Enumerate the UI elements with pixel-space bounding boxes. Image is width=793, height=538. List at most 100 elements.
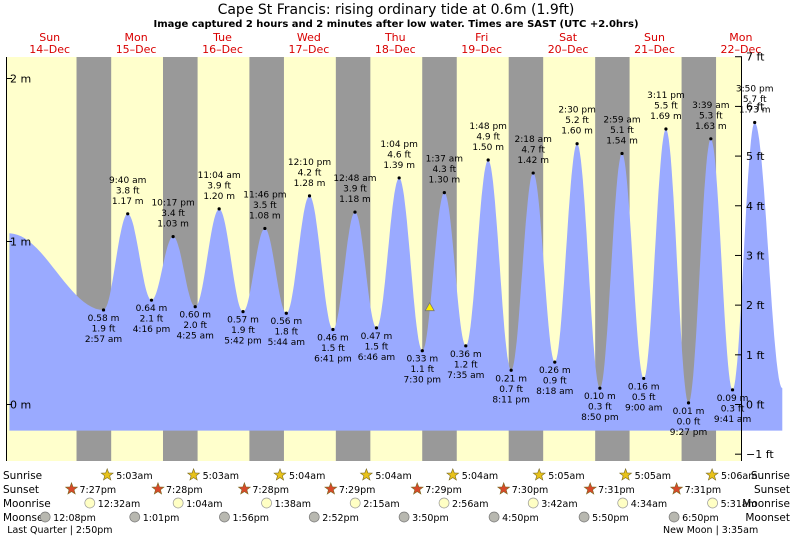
moonset-time: 1:56pm: [232, 513, 269, 524]
moonrise-icon: [261, 497, 272, 509]
high-tide-label: 12:10 pm: [288, 158, 331, 168]
sunrise-icon: [359, 467, 374, 481]
low-tide-label: 1.8 ft: [274, 328, 298, 338]
low-tide-label: 6:41 pm: [314, 355, 352, 365]
low-tide-label: 2.1 ft: [140, 315, 164, 325]
low-tide-label: 1.9 ft: [231, 326, 255, 336]
low-tide-label: 2.0 ft: [183, 321, 207, 331]
low-tide-label: 0.56 m: [270, 317, 302, 327]
high-tide-label: 4.2 ft: [298, 168, 322, 178]
tide-point: [575, 142, 579, 146]
day-name-label: Sat: [559, 31, 578, 44]
moonrise-icon: [349, 497, 361, 509]
sunrise-time: 5:04am: [289, 471, 325, 482]
day-date-label: 22–Dec: [721, 43, 762, 56]
moonset-time: 1:01pm: [143, 513, 180, 524]
low-tide-label: 0.0 ft: [677, 417, 701, 427]
sunrise-time: 5:05am: [635, 471, 671, 482]
day-name-label: Mon: [124, 31, 147, 44]
low-tide-label: 0.3 ft: [721, 404, 745, 414]
tide-labels: 0.58 m1.9 ft2:57 am9:40 am3.8 ft1.17 m0.…: [85, 85, 774, 438]
moonrise-icon: [172, 497, 184, 509]
low-tide-label: 0.57 m: [227, 316, 259, 326]
moonset-icon: [578, 511, 590, 523]
high-tide-label: 3.5 ft: [253, 201, 277, 211]
axes: 0 m 1 m 2 m −1 ft 0 ft 1 ft 2 ft 3 ft 4 ft 5 ft 6 …: [6, 51, 774, 461]
moon-phase-label: New Moon | 3:35am: [663, 525, 758, 536]
low-tide-label: 0.33 m: [406, 355, 438, 365]
sunset-time: 7:27pm: [80, 485, 117, 496]
low-tide-label: 9:41 am: [714, 415, 751, 425]
high-tide-label: 5.1 ft: [610, 126, 634, 136]
moonrise-icon: [617, 497, 629, 509]
high-tide-label: 3:50 pm: [736, 85, 774, 95]
day-name-label: Wed: [297, 31, 321, 44]
low-tide-label: 0.09 m: [717, 394, 749, 404]
high-tide-label: 1.17 m: [112, 197, 144, 207]
left-tick-label: 1 m: [10, 236, 31, 249]
tide-point: [709, 137, 713, 141]
high-tide-label: 1.20 m: [203, 192, 235, 202]
moonset-time: 2:52pm: [322, 513, 359, 524]
high-tide-label: 1:48 pm: [469, 122, 507, 132]
tide-point: [374, 326, 379, 330]
sunset-icon: [324, 481, 338, 495]
moonset-icon: [39, 511, 51, 523]
tide-point: [464, 344, 468, 348]
tide-point: [753, 120, 757, 125]
sunrise-icon: [705, 467, 719, 481]
moonrise-time: 1:38am: [275, 499, 311, 510]
high-tide-label: 11:46 pm: [243, 190, 286, 200]
moon-phase-label: Last Quarter | 2:50pm: [7, 525, 112, 536]
high-tide-label: 1.60 m: [561, 127, 593, 137]
tide-point: [193, 305, 197, 309]
moonrise-time: 2:56am: [452, 499, 488, 510]
high-tide-label: 5.2 ft: [565, 116, 589, 126]
day-name-label: Thu: [384, 31, 406, 44]
day-name-label: Sun: [39, 31, 60, 44]
tide-point: [284, 311, 288, 315]
low-tide-label: 5:42 pm: [224, 337, 262, 347]
day-date-label: 14–Dec: [29, 43, 70, 56]
day-date-label: 17–Dec: [289, 43, 330, 56]
row-label-right: Sunset: [754, 484, 790, 496]
low-tide-label: 0.60 m: [179, 311, 211, 321]
sunset-time: 7:29pm: [425, 485, 462, 496]
low-tide-label: 0.3 ft: [588, 403, 612, 413]
high-tide-label: 1.42 m: [517, 156, 549, 166]
left-tick-label: 2 m: [10, 73, 31, 86]
tide-point: [531, 171, 535, 175]
low-tide-label: 0.64 m: [136, 304, 168, 314]
moonset-icon: [398, 511, 410, 523]
day-name-label: Tue: [212, 31, 232, 44]
sunrise-icon: [100, 467, 114, 481]
low-tide-label: 0.58 m: [88, 314, 120, 324]
moonrise-time: 12:32am: [98, 499, 140, 510]
sunset-icon: [410, 481, 424, 495]
low-tide-label: 0.9 ft: [543, 377, 567, 387]
sunset-icon: [151, 481, 165, 495]
day-name-label: Sun: [644, 31, 665, 44]
high-tide-label: 1:37 am: [426, 155, 463, 165]
tide-point: [686, 401, 691, 405]
moonrise-icon: [438, 497, 450, 509]
sunset-icon: [583, 481, 597, 495]
tide-area: [9, 122, 783, 431]
tide-point: [331, 327, 335, 332]
tide-point: [149, 298, 154, 302]
high-tide-label: 1.69 m: [650, 112, 682, 122]
low-tide-label: 0.7 ft: [499, 385, 523, 395]
low-tide-label: 0.21 m: [495, 374, 527, 384]
high-tide-label: 1.03 m: [157, 220, 189, 230]
high-tide-label: 5.7 ft: [743, 95, 767, 105]
tide-point: [509, 368, 513, 372]
moonset-time: 6:50pm: [682, 513, 719, 524]
sunset-time: 7:31pm: [685, 485, 722, 496]
high-tide-label: 1.08 m: [249, 211, 281, 221]
moonrise-time: 2:15am: [363, 499, 399, 510]
tide-point: [241, 309, 245, 314]
moonrise-icon: [527, 497, 539, 509]
sunrise-icon: [186, 467, 201, 481]
moonset-time: 4:50pm: [502, 513, 539, 524]
tide-point: [598, 386, 602, 390]
